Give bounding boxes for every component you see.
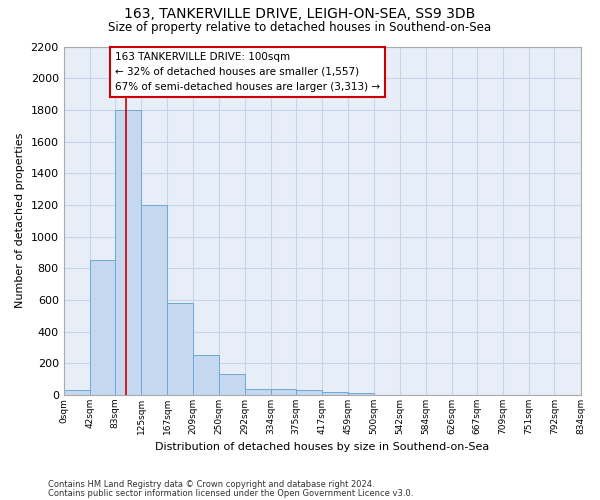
Bar [115,110,141,395]
Bar [322,392,348,395]
Bar [64,390,89,395]
Bar [89,260,115,395]
Bar [348,392,374,395]
X-axis label: Distribution of detached houses by size in Southend-on-Sea: Distribution of detached houses by size … [155,442,489,452]
Bar [167,303,193,395]
Bar [218,374,245,395]
Text: 163, TANKERVILLE DRIVE, LEIGH-ON-SEA, SS9 3DB: 163, TANKERVILLE DRIVE, LEIGH-ON-SEA, SS… [124,8,476,22]
Bar [271,388,296,395]
Bar [141,205,167,395]
Text: 163 TANKERVILLE DRIVE: 100sqm
← 32% of detached houses are smaller (1,557)
67% o: 163 TANKERVILLE DRIVE: 100sqm ← 32% of d… [115,52,380,92]
Bar [296,390,322,395]
Text: Contains HM Land Registry data © Crown copyright and database right 2024.: Contains HM Land Registry data © Crown c… [48,480,374,489]
Text: Contains public sector information licensed under the Open Government Licence v3: Contains public sector information licen… [48,489,413,498]
Text: Size of property relative to detached houses in Southend-on-Sea: Size of property relative to detached ho… [109,22,491,35]
Y-axis label: Number of detached properties: Number of detached properties [15,133,25,308]
Bar [193,354,218,395]
Bar [245,388,271,395]
